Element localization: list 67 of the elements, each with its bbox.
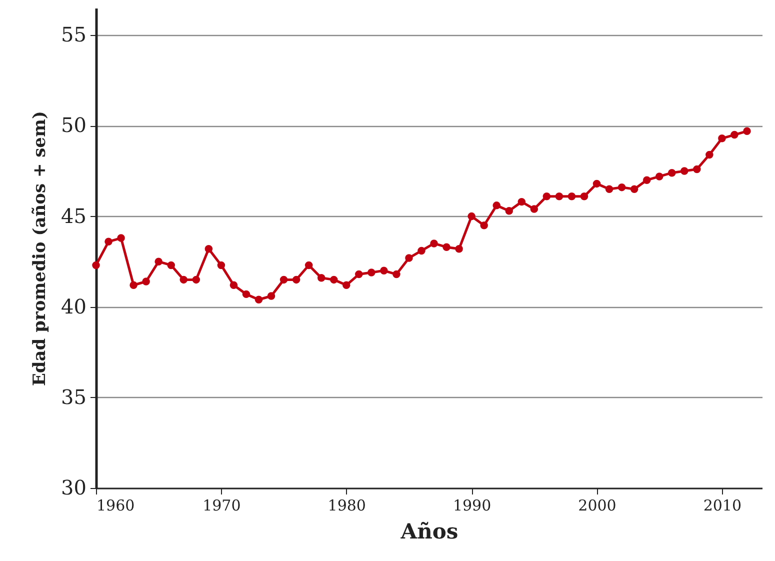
point — [668, 168, 676, 177]
point — [405, 254, 413, 262]
point — [630, 185, 638, 193]
point — [642, 176, 651, 184]
point — [580, 192, 588, 200]
point — [104, 238, 112, 246]
point — [680, 167, 688, 175]
point — [92, 261, 100, 270]
point — [317, 274, 326, 282]
point — [542, 192, 551, 200]
point — [392, 270, 400, 278]
point — [254, 296, 263, 304]
point — [267, 292, 276, 300]
point — [167, 261, 175, 270]
point — [505, 207, 513, 215]
point — [518, 198, 526, 206]
y-tick-label: 50 — [61, 113, 86, 138]
y-tick-label: 30 — [61, 476, 86, 500]
point — [130, 281, 138, 289]
point — [555, 192, 564, 200]
point — [618, 183, 626, 192]
x-tick-label: 1960 — [96, 496, 135, 514]
x-tick-label: 1970 — [202, 496, 241, 514]
y-axis-title: Edad promedio (años + sem) — [30, 110, 50, 386]
point — [693, 165, 701, 174]
y-tick-label: 35 — [61, 384, 86, 409]
point — [280, 276, 288, 284]
point — [568, 192, 576, 200]
point — [217, 261, 226, 270]
point — [192, 276, 200, 284]
point — [342, 281, 350, 289]
point — [368, 268, 376, 276]
point — [154, 258, 162, 266]
point — [442, 243, 450, 251]
point — [242, 290, 250, 298]
x-tick-label: 1990 — [452, 496, 492, 514]
point — [355, 270, 363, 278]
point — [380, 266, 388, 275]
point — [230, 281, 238, 289]
y-tick-label: 45 — [61, 204, 86, 228]
point — [730, 130, 738, 139]
point — [430, 240, 438, 248]
point — [530, 205, 538, 213]
point — [180, 276, 188, 284]
y-tick-label: 55 — [61, 22, 86, 47]
point — [418, 246, 426, 255]
point — [605, 185, 614, 193]
point — [455, 245, 463, 253]
point — [117, 234, 125, 242]
x-tick-label: 1980 — [328, 496, 366, 514]
x-axis-title: Años — [400, 518, 458, 544]
x-tick-label: 2010 — [703, 496, 742, 514]
y-tick-label: 40 — [61, 294, 86, 318]
point — [492, 202, 500, 210]
x-tick-label: 2000 — [578, 496, 616, 514]
point — [743, 127, 751, 136]
point — [142, 278, 150, 286]
point — [330, 276, 338, 284]
point — [655, 172, 664, 180]
point — [204, 245, 213, 253]
point — [592, 180, 601, 188]
point — [480, 221, 488, 230]
point — [468, 212, 476, 220]
point — [304, 261, 313, 270]
point — [292, 276, 300, 284]
point — [718, 134, 726, 142]
point — [706, 150, 714, 159]
